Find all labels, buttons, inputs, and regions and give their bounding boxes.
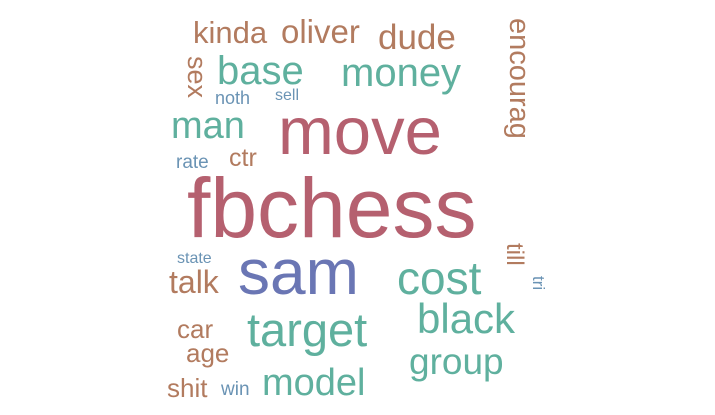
word-win: win [221, 379, 250, 400]
word-sam: sam [238, 236, 359, 308]
word-oliver: oliver [281, 13, 360, 50]
word-age: age [186, 338, 230, 368]
word-ctr: ctr [229, 144, 257, 172]
word-dude: dude [378, 18, 456, 57]
word-till: till [501, 243, 528, 266]
word-move: move [278, 94, 442, 169]
word-talk: talk [169, 264, 219, 300]
word-state: state [177, 250, 212, 267]
word-kinda: kinda [193, 15, 268, 50]
word-model: model [262, 362, 366, 404]
word-man: man [171, 105, 245, 147]
word-money: money [341, 51, 462, 95]
word-target: target [247, 303, 368, 356]
word-sell: sell [275, 87, 300, 104]
word-rate: rate [176, 152, 209, 173]
word-shit: shit [167, 373, 208, 403]
word-cost: cost [397, 252, 482, 304]
word-sex: sex [182, 56, 212, 99]
word-group: group [409, 341, 504, 382]
word-base: base [217, 49, 304, 93]
word-fbchess: fbchess [187, 161, 477, 255]
word-black: black [417, 295, 516, 342]
word-noth: noth [215, 88, 251, 108]
word-encourag: encourag [503, 18, 535, 139]
word-car: car [177, 314, 214, 344]
word-tri: tri [529, 276, 548, 291]
